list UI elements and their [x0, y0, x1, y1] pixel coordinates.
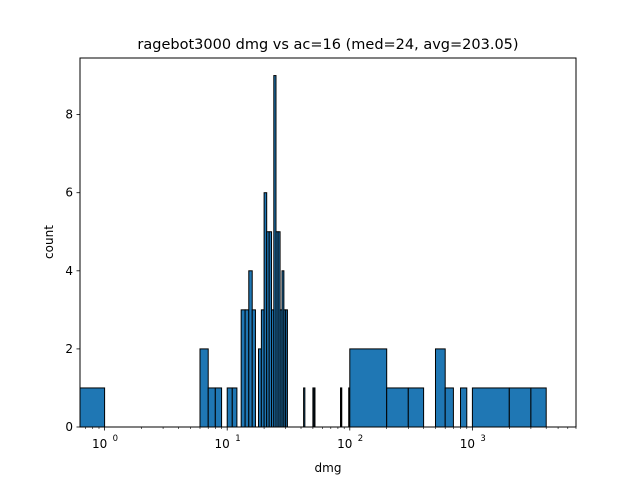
histogram-bar-7	[244, 309, 250, 428]
histogram-bar-3	[214, 387, 223, 428]
x-tick-label: 10	[92, 437, 107, 451]
y-axis-label: count	[42, 225, 56, 259]
y-tick-label: 6	[65, 186, 73, 200]
chart-title: ragebot3000 dmg vs ac=16 (med=24, avg=20…	[137, 37, 518, 53]
histogram-bar-36	[508, 387, 532, 428]
y-axis-ticks: 0 2 4 6 8	[65, 108, 80, 434]
histogram-bar-23	[303, 387, 306, 428]
x-tick-exponent: 3	[480, 434, 485, 444]
x-tick-label: 10	[215, 437, 230, 451]
x-axis-ticks: 10 0 10 1 10 2 10 3	[85, 427, 577, 451]
histogram-bar-28	[348, 387, 350, 428]
histogram-bar-9	[251, 309, 256, 428]
plot-frame	[79, 57, 577, 428]
x-tick-label: 10	[460, 437, 475, 451]
x-tick-exponent: 0	[113, 434, 118, 444]
y-tick-label: 8	[65, 108, 73, 122]
histogram-bar-30	[386, 387, 409, 428]
histogram-bar-37	[530, 387, 547, 428]
histogram-bar-4	[226, 387, 233, 428]
y-tick-label: 0	[65, 420, 73, 434]
x-axis-label: dmg	[315, 461, 342, 475]
histogram-bar-2	[207, 387, 216, 428]
bars-group	[79, 75, 547, 428]
histogram-bar-29	[349, 348, 388, 428]
histogram-bar-32	[434, 348, 446, 428]
x-tick-exponent: 2	[358, 434, 363, 444]
histogram-bar-1	[199, 348, 209, 428]
histogram-bar-33	[444, 387, 454, 428]
histogram-bar-5	[231, 387, 238, 428]
histogram-bar-25	[313, 387, 316, 428]
histogram-bar-35	[471, 387, 510, 428]
histogram-bar-31	[407, 387, 425, 428]
histogram-bar-34	[460, 387, 468, 428]
x-tick-label: 10	[337, 437, 352, 451]
y-tick-label: 4	[65, 264, 73, 278]
x-tick-exponent: 1	[235, 434, 240, 444]
histogram-bar-27	[340, 387, 343, 428]
y-tick-label: 2	[65, 342, 73, 356]
histogram-bar-22	[285, 309, 288, 428]
histogram-bar-8	[248, 270, 253, 428]
histogram-bar-0	[79, 387, 106, 428]
histogram-bar-6	[240, 309, 246, 428]
